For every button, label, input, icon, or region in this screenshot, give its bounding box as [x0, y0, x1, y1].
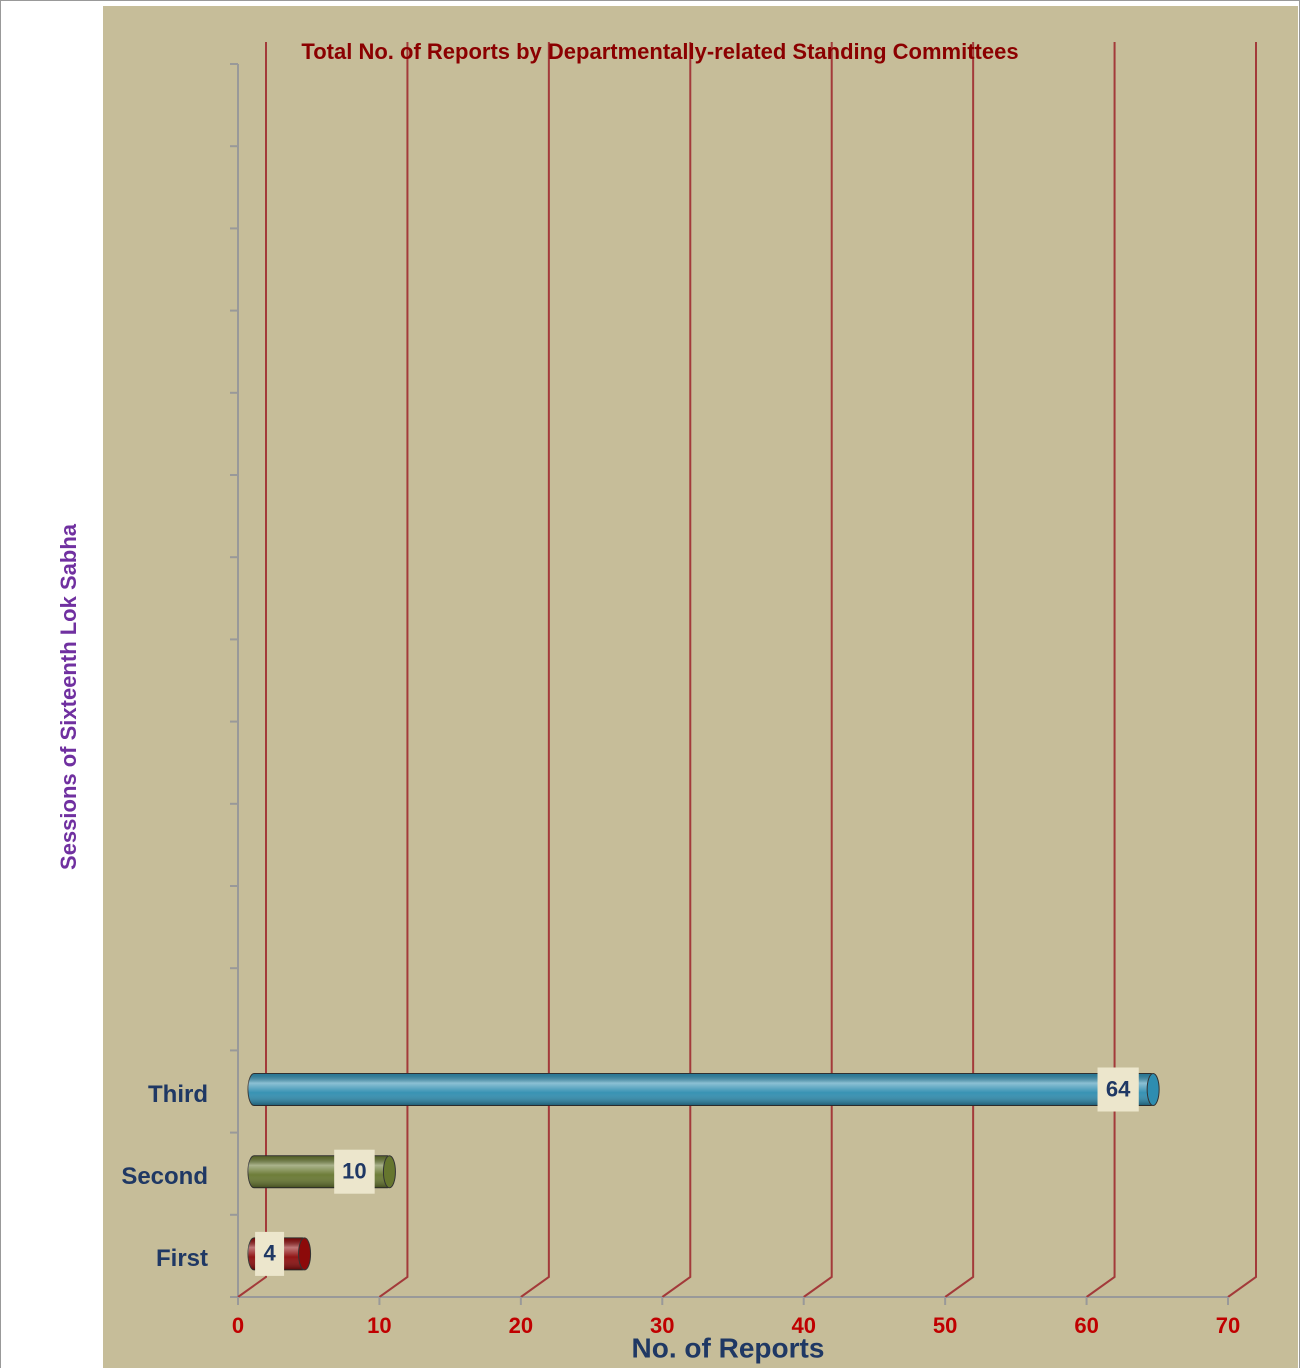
grid-line [944, 42, 975, 1298]
x-tick-label: 10 [367, 1313, 391, 1338]
bar-end [1146, 1073, 1160, 1106]
grid-line [661, 42, 692, 1298]
bar-end [382, 1155, 396, 1189]
value-label-bg [255, 1231, 285, 1276]
x-axis-label: No. of Reports [632, 1332, 825, 1363]
value-label: 64 [1106, 1076, 1131, 1101]
y-tick-label: Third [148, 1081, 208, 1108]
plot-background [103, 6, 1298, 1368]
value-label: 10 [342, 1159, 366, 1184]
value-label-bg [334, 1149, 375, 1194]
grid-line [803, 42, 833, 1298]
value-label: 4 [263, 1241, 276, 1266]
x-tick-label: 50 [933, 1313, 957, 1338]
bar-end [298, 1237, 312, 1271]
x-tick-label: 30 [650, 1313, 674, 1338]
x-tick-label: 60 [1074, 1313, 1098, 1338]
x-tick-label: 0 [232, 1313, 244, 1338]
y-tick-label: First [156, 1245, 208, 1272]
grid-line [1085, 42, 1116, 1298]
grid-line [378, 42, 409, 1298]
y-axis-label: Sessions of Sixteenth Lok Sabha [56, 523, 81, 870]
value-label-bg [1097, 1067, 1139, 1112]
marks: First 4 Second 10 Third 64 [121, 1067, 1160, 1276]
x-tick-label: 20 [509, 1313, 533, 1338]
chart-title: Total No. of Reports by Departmentally-r… [301, 39, 1018, 64]
bar-shading [248, 1073, 1158, 1106]
grid: 0 10 20 30 40 50 60 70 [230, 42, 1257, 1338]
grid-line [520, 42, 550, 1298]
y-tick-label: Second [121, 1163, 208, 1190]
x-tick-label: 40 [791, 1313, 815, 1338]
grid-line [237, 42, 267, 1298]
grid-line [1227, 42, 1257, 1298]
x-tick-label: 70 [1216, 1313, 1240, 1338]
